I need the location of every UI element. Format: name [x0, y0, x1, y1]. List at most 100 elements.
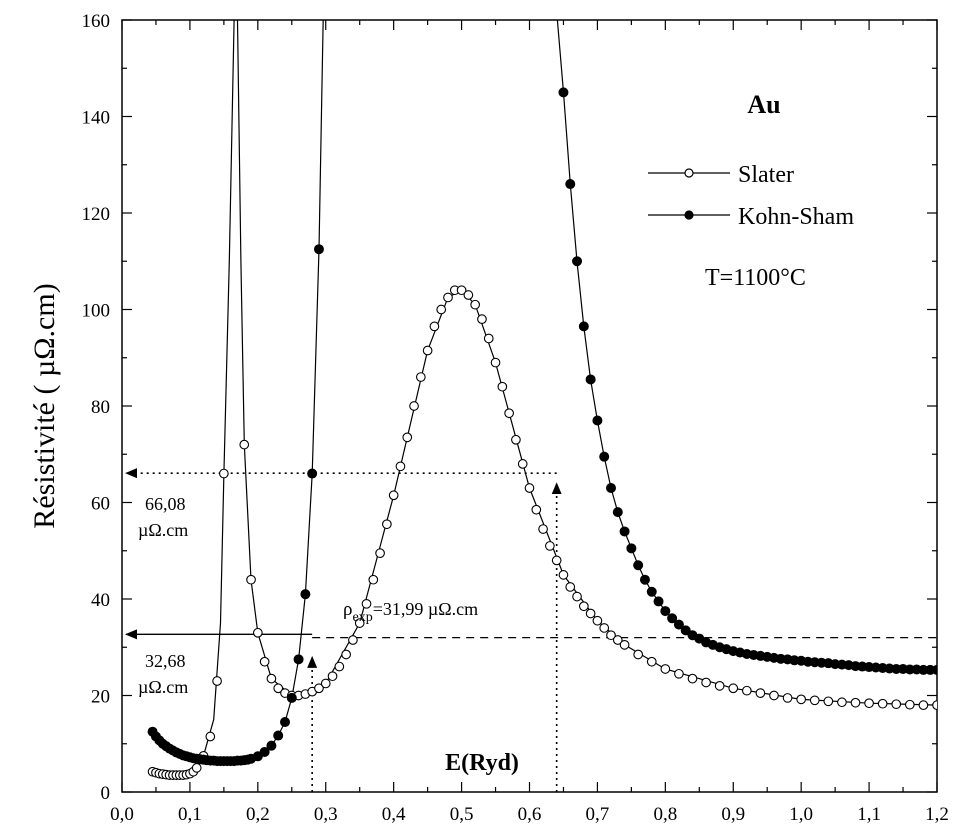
slater-point	[246, 574, 256, 585]
slater-point	[443, 292, 453, 303]
slater-point	[388, 490, 399, 501]
slater-point	[633, 649, 644, 660]
y-tick-label: 60	[91, 494, 110, 515]
y-axis-title: Résistivité ( µΩ.cm)	[28, 283, 61, 528]
y-tick-label: 0	[101, 783, 111, 804]
kohn-sham-point	[266, 740, 277, 751]
slater-point	[334, 661, 345, 672]
kohn-sham-point	[612, 507, 623, 518]
kohn-sham-point	[660, 606, 671, 617]
slater-point	[456, 285, 467, 296]
guide-lines	[125, 468, 937, 792]
slater-point	[837, 697, 847, 708]
slater-point	[524, 483, 535, 493]
slater-point	[660, 664, 671, 674]
slater-point	[348, 635, 358, 645]
slater-point	[497, 381, 508, 392]
rho-exp-value: =31,99 µΩ.cm	[373, 599, 478, 619]
slater-point	[273, 683, 284, 694]
x-tick-label: 1,0	[789, 804, 813, 825]
slater-point	[219, 468, 229, 479]
x-tick-label: 0,0	[110, 804, 134, 825]
kohn-sham-point	[619, 526, 630, 537]
slater-point	[545, 541, 555, 551]
slater-point	[436, 304, 447, 315]
level-32-value: 32,68	[145, 651, 186, 671]
y-tick-label: 140	[82, 108, 111, 129]
slater-point	[891, 699, 902, 710]
kohn-sham-point	[273, 730, 284, 741]
slater-point	[599, 623, 610, 633]
slater-point	[266, 673, 277, 684]
x-tick-label: 0,5	[450, 804, 474, 825]
kohn-sham-point	[293, 654, 304, 665]
legend: Slater Kohn-Sham	[648, 162, 854, 230]
x-axis-title: E(Ryd)	[445, 750, 519, 776]
slater-point	[701, 677, 711, 688]
kohn-sham-point	[300, 589, 311, 600]
kohn-sham-point	[932, 664, 937, 675]
slater-point	[606, 630, 616, 641]
slater-point	[585, 608, 596, 619]
kohn-sham-point	[280, 717, 290, 728]
slater-point	[932, 700, 937, 710]
slater-point	[517, 459, 528, 469]
slater-point	[382, 519, 392, 530]
slater-point	[395, 461, 406, 472]
kohn-sham-point	[680, 625, 691, 636]
x-tick-label: 1,2	[925, 804, 949, 825]
x-tick-label: 0,3	[314, 804, 338, 825]
kohn-sham-point	[578, 321, 589, 332]
rho-exp-symbol: ρ	[343, 599, 352, 620]
kohn-sham-point	[585, 374, 596, 385]
slater-point	[429, 321, 440, 332]
legend-label-slater: Slater	[738, 162, 794, 188]
level-66-unit: µΩ.cm	[138, 520, 188, 540]
slater-point	[463, 290, 474, 300]
kohn-sham-point	[307, 468, 318, 479]
slater-point	[415, 372, 426, 382]
slater-point	[483, 333, 494, 344]
kohn-sham-point	[572, 256, 583, 267]
kohn-sham-point	[606, 483, 616, 494]
slater-point	[918, 700, 929, 711]
slater-point	[252, 627, 263, 638]
slater-point	[551, 555, 562, 566]
kohn-sham-point	[667, 613, 678, 624]
slater-point	[619, 639, 630, 650]
kohn-sham-point	[673, 619, 684, 630]
kohn-sham-point	[639, 574, 650, 585]
slater-point	[741, 685, 752, 696]
y-tick-labels: 0 20 40 60 80 100 120 140 160	[82, 11, 111, 804]
legend-item-slater: Slater	[648, 162, 794, 188]
slater-point	[259, 656, 270, 667]
y-tick-label: 80	[91, 397, 110, 418]
x-tick-label: 0,7	[586, 804, 610, 825]
slater-point	[612, 635, 623, 645]
x-tick-label: 0,6	[518, 804, 542, 825]
slater-point	[314, 683, 324, 694]
kohn-sham-point	[653, 596, 664, 607]
temperature-label: T=1100°C	[705, 265, 806, 291]
kohn-sham-point	[313, 244, 324, 255]
x-tick-label: 0,9	[721, 804, 745, 825]
slater-point	[864, 698, 874, 709]
rho-exp-label: ρexp=31,99 µΩ.cm	[343, 599, 478, 625]
slater-point	[728, 683, 739, 694]
slater-point	[558, 570, 569, 580]
slater-point	[361, 598, 372, 609]
slater-point	[850, 697, 861, 708]
slater-point	[687, 673, 698, 684]
slater-point	[470, 299, 481, 310]
slater-point	[578, 601, 589, 612]
kohn-sham-point	[592, 415, 603, 426]
slater-point	[565, 582, 576, 592]
slater-point	[320, 678, 331, 689]
slater-point	[402, 432, 413, 443]
slater-point	[755, 688, 766, 698]
slater-point	[809, 695, 820, 706]
kohn-sham-point	[259, 746, 270, 757]
x-tick-label: 0,4	[382, 804, 406, 825]
slater-point	[796, 694, 807, 705]
